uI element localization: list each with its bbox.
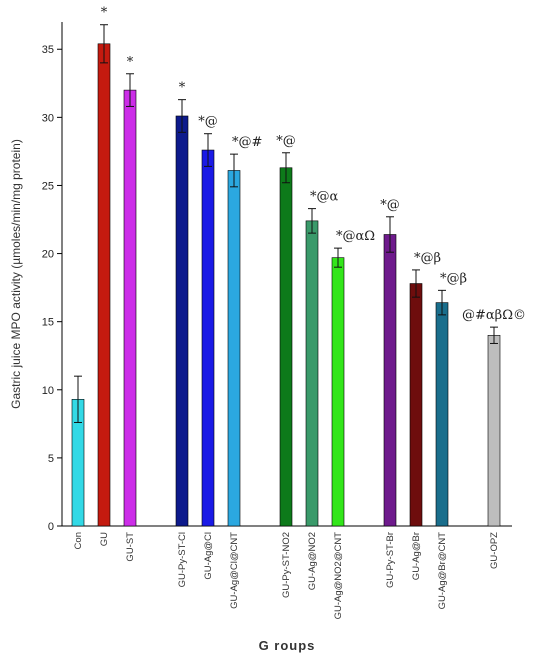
bar [201,149,215,527]
bar [227,170,241,527]
significance-label: *@β [414,251,441,266]
bar [175,115,189,527]
chart-bars [71,24,501,527]
x-tick-label: GU-Py-ST-NO2 [281,532,292,598]
bar [123,89,137,527]
bar [331,257,345,527]
y-tick-label: 5 [48,453,54,465]
significance-label: *@αΩ [336,229,375,244]
x-tick-label: GU [99,532,110,546]
bar [409,283,423,527]
significance-label: * [127,55,134,70]
y-tick-label: 25 [42,180,54,192]
bar [383,234,397,527]
bar [487,334,501,527]
significance-label: *@# [232,135,262,150]
y-tick-label: 10 [42,385,54,397]
significance-label: *@β [440,271,467,286]
y-tick-label: 20 [42,249,54,261]
x-tick-label: GU-Py-ST-Br [385,532,396,588]
x-tick-label: Con [73,532,84,549]
y-tick-label: 0 [48,521,54,533]
bar [305,220,319,527]
x-tick-label: GU-Ag@NO2@CNT [333,532,344,620]
significance-label: *@ [276,134,296,149]
x-tick-label: GU-Ag@NO2 [307,532,318,590]
significance-label: * [101,6,108,21]
x-tick-label: GU-ST [125,532,136,562]
x-tick-label: GU-Ag@Cl [203,532,214,580]
significance-label: *@ [198,115,218,130]
significance-label: * [179,81,186,96]
x-tick-label: GU-Ag@Br@CNT [437,532,448,610]
x-tick-label: GU-Ag@Cl@CNT [229,532,240,609]
bar [435,302,449,527]
y-tick-label: 35 [42,44,54,56]
significance-label: @#αβΩ© [462,308,526,323]
y-tick-label: 30 [42,112,54,124]
y-axis-title: Gastric juice MPO activity (µmoles/min/m… [9,139,23,409]
significance-label: *@α [310,190,339,205]
x-tick-label: GU-Ag@Br [411,532,422,580]
x-tick-label: GU-OPZ [489,532,500,569]
x-axis-title: G roups [259,638,316,653]
chart-labels: 0 5 10 15 20 25 30 35 Con * GU * GU-ST * GU-Py-ST-Cl *@… [42,6,526,620]
x-tick-label: GU-Py-ST-Cl [177,532,188,587]
bar [97,43,111,527]
y-tick-label: 15 [42,317,54,329]
significance-label: *@ [380,198,400,213]
bar [279,167,293,527]
